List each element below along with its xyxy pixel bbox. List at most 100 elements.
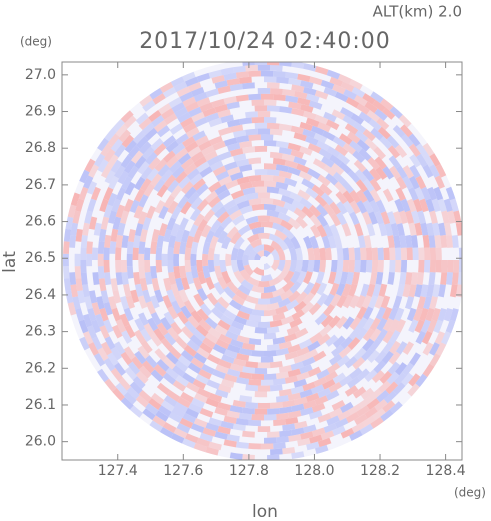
- echo-cell: [91, 247, 99, 260]
- echo-cell: [360, 387, 375, 400]
- echo-cell: [331, 163, 345, 176]
- echo-cell: [313, 260, 321, 273]
- echo-cell: [290, 270, 301, 284]
- echo-cell: [227, 325, 242, 336]
- echo-cell: [201, 363, 215, 375]
- echo-cell: [291, 199, 305, 211]
- echo-cell: [170, 206, 182, 220]
- echo-cell: [407, 383, 420, 397]
- echo-cell: [121, 235, 129, 249]
- echo-cell: [275, 164, 290, 173]
- echo-cell: [218, 127, 232, 137]
- echo-cell: [110, 138, 123, 153]
- echo-cell: [275, 371, 289, 380]
- echo-cell: [196, 260, 204, 273]
- echo-cell: [279, 62, 292, 67]
- echo-cell: [394, 198, 405, 213]
- echo-cell: [125, 295, 136, 309]
- echo-cell: [275, 347, 290, 356]
- echo-cell: [278, 388, 292, 397]
- echo-cell: [334, 144, 349, 157]
- echo-cell: [449, 284, 458, 298]
- echo-cell: [366, 397, 380, 411]
- echo-cell: [264, 437, 277, 444]
- echo-cell: [316, 213, 329, 227]
- echo-cell: [451, 235, 459, 248]
- y-tick-label: 26.8: [25, 140, 56, 156]
- echo-cell: [180, 229, 190, 243]
- echo-cell: [290, 385, 305, 395]
- echo-cell: [75, 228, 83, 242]
- echo-cell: [225, 330, 239, 341]
- echo-cell: [409, 164, 421, 179]
- echo-cell: [323, 111, 337, 123]
- echo-cell: [267, 431, 280, 438]
- echo-cell: [198, 140, 212, 152]
- echo-cell: [314, 90, 329, 100]
- echo-cell: [335, 315, 348, 330]
- echo-cell: [115, 234, 123, 248]
- echo-cell: [217, 109, 231, 119]
- echo-cell: [232, 153, 247, 162]
- echo-cell: [277, 238, 289, 251]
- echo-cell: [378, 283, 388, 298]
- echo-cell: [272, 198, 286, 208]
- echo-cell: [257, 321, 271, 328]
- echo-cell: [134, 318, 146, 332]
- echo-cell: [223, 72, 237, 81]
- echo-cell: [198, 319, 212, 332]
- echo-cell: [186, 168, 200, 181]
- echo-cell: [370, 91, 384, 104]
- echo-cell: [141, 146, 155, 160]
- echo-cell: [217, 319, 231, 331]
- echo-cell: [324, 247, 332, 260]
- echo-cell: [229, 338, 244, 349]
- echo-cell: [377, 247, 384, 260]
- echo-cell: [264, 250, 271, 258]
- echo-cell: [206, 292, 219, 306]
- echo-cell: [146, 168, 159, 182]
- echo-cell: [91, 336, 103, 351]
- echo-cell: [138, 117, 152, 131]
- echo-cell: [408, 133, 421, 147]
- echo-cell: [338, 161, 352, 175]
- echo-cell: [193, 213, 205, 227]
- echo-cell: [358, 111, 373, 124]
- echo-cell: [288, 410, 302, 419]
- echo-cell: [422, 153, 435, 168]
- echo-cell: [242, 342, 256, 351]
- echo-cell: [270, 401, 283, 409]
- echo-cell: [443, 198, 453, 212]
- echo-cell: [401, 134, 414, 148]
- echo-cell: [193, 352, 207, 364]
- echo-cell: [352, 121, 367, 134]
- x-unit: (deg): [454, 486, 486, 500]
- echo-cell: [119, 210, 130, 224]
- echo-cell: [186, 339, 200, 352]
- echo-cell: [194, 116, 208, 128]
- echo-cell: [170, 432, 185, 444]
- echo-cell: [171, 165, 185, 179]
- echo-cell: [354, 413, 368, 426]
- echo-cell: [139, 228, 148, 243]
- echo-cell: [251, 350, 264, 357]
- echo-cell: [95, 313, 105, 328]
- echo-cell: [141, 122, 155, 136]
- echo-cell: [254, 122, 268, 129]
- echo-cell: [278, 188, 292, 198]
- echo-cell: [108, 175, 120, 190]
- echo-cell: [80, 234, 88, 248]
- y-tick-label: 26.7: [25, 177, 56, 193]
- y-tick-label: 26.0: [25, 434, 56, 450]
- echo-cell: [342, 316, 355, 330]
- echo-cell: [376, 389, 390, 403]
- echo-cell: [363, 189, 375, 203]
- echo-cell: [206, 155, 221, 167]
- echo-cell: [297, 73, 311, 83]
- echo-cell: [181, 181, 194, 195]
- echo-cell: [99, 325, 110, 339]
- echo-cell: [373, 360, 387, 374]
- echo-cell: [272, 222, 286, 233]
- echo-cell: [115, 260, 122, 273]
- echo-cell: [257, 232, 271, 240]
